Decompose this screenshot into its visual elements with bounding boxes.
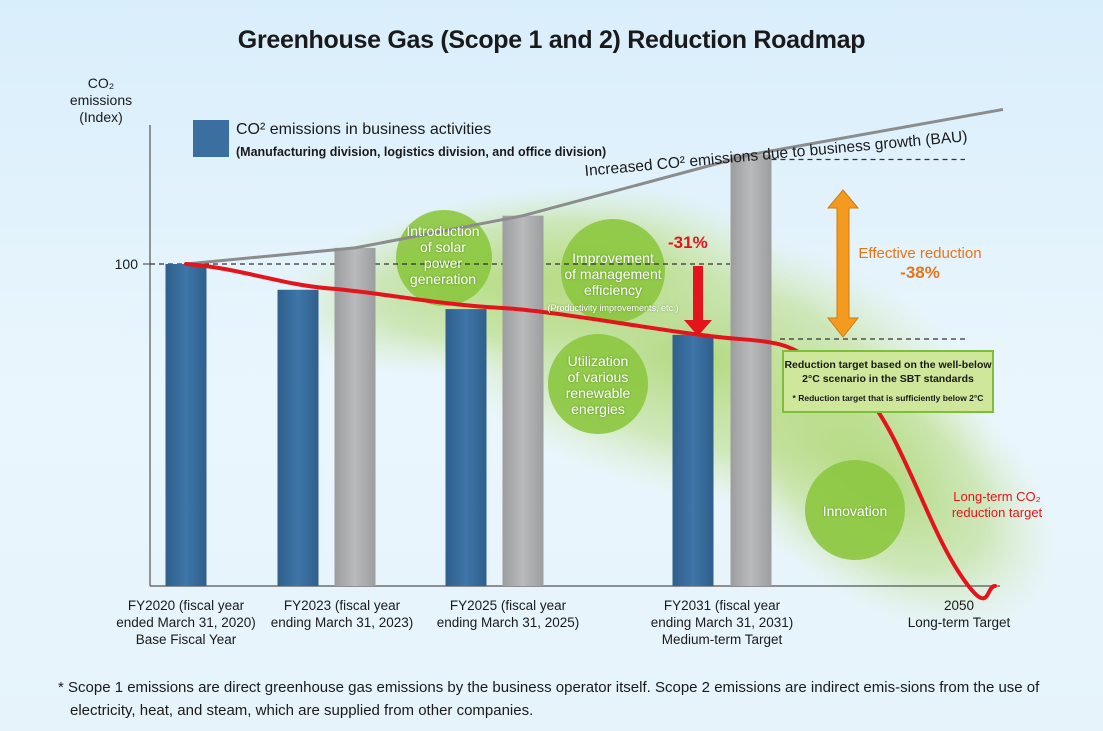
- legend-label: CO² emissions in business activities: [236, 121, 492, 138]
- x-label-fy2031-line-2: ending March 31, 2031): [650, 615, 794, 630]
- bau-line: [185, 107, 1004, 266]
- y-label-line-3: (Index): [79, 109, 123, 125]
- x-label-fy2020-line-1: FY2020 (fiscal year: [127, 598, 245, 613]
- actual-bar-fy2031: [672, 334, 714, 586]
- bau-bar-fy2023: [334, 247, 376, 586]
- effective-reduction-arrow: [826, 189, 860, 338]
- x-label-fy2025: FY2025 (fiscal year ending March 31, 202…: [428, 597, 588, 631]
- x-label-fy2023-line-2: ending March 31, 2023): [270, 615, 414, 630]
- y-label-line-1: CO₂: [87, 75, 115, 91]
- efficiency-circle-label: Improvement of management efficiency (Pr…: [528, 250, 698, 314]
- solar-line-2: of solar: [420, 239, 466, 255]
- chart-title: Greenhouse Gas (Scope 1 and 2) Reduction…: [237, 26, 866, 54]
- innovation-line-1: Innovation: [822, 503, 888, 519]
- x-label-fy2023-line-1: FY2023 (fiscal year: [283, 598, 401, 613]
- reduction-31-arrow: [684, 266, 712, 336]
- innovation-circle-label: Innovation: [808, 503, 902, 519]
- actual-bar-fy2025: [445, 309, 487, 586]
- target-line: [184, 262, 997, 601]
- effective-reduction-label: Effective reduction -38%: [850, 244, 990, 282]
- legend-swatch: [193, 120, 229, 157]
- x-label-2050-line-1: 2050: [943, 598, 975, 613]
- actual-bar-fy2020: [165, 264, 207, 586]
- renewable-line-1: Utilization: [567, 353, 629, 369]
- x-label-fy2031-line-1: FY2031 (fiscal year: [663, 598, 781, 613]
- efficiency-line-2: of management: [564, 266, 662, 282]
- x-label-fy2020-line-2: ended March 31, 2020): [116, 615, 256, 630]
- axes: 100: [115, 125, 1000, 587]
- efficiency-line-3: efficiency: [583, 282, 643, 298]
- long-term-line-2: reduction target: [951, 505, 1043, 520]
- legend-sub-label: (Manufacturing division, logistics divis…: [236, 145, 607, 159]
- reduction-31-label: -31%: [668, 233, 708, 252]
- effective-reduction-value: -38%: [900, 263, 940, 282]
- actual-bar-fy2023: [277, 289, 319, 586]
- sbt-line-2: 2°C scenario in the SBT standards: [802, 373, 974, 385]
- x-label-fy2031-line-3: Medium-term Target: [661, 632, 783, 647]
- solar-line-3: power: [423, 255, 463, 271]
- x-label-fy2020-line-3: Base Fiscal Year: [135, 632, 237, 647]
- effective-reduction-text: Effective reduction: [858, 245, 982, 262]
- arrows: [684, 189, 860, 338]
- solar-line-4: generation: [409, 271, 477, 287]
- renewable-circle-label: Utilization of various renewable energie…: [553, 353, 643, 417]
- bau-bar-fy2025: [502, 215, 544, 586]
- sbt-target-note: * Reduction target that is sufficiently …: [792, 393, 984, 403]
- bars: [165, 154, 772, 586]
- x-label-fy2023: FY2023 (fiscal year ending March 31, 202…: [262, 597, 422, 631]
- efficiency-circle: [561, 219, 665, 323]
- sbt-target-box: Reduction target based on the well-below…: [782, 350, 994, 413]
- x-label-2050: 2050 Long-term Target: [899, 597, 1019, 631]
- renewable-line-3: renewable: [565, 385, 631, 401]
- sbt-line-1: Reduction target based on the well-below: [784, 359, 992, 371]
- footnote: * Scope 1 emissions are direct greenhous…: [58, 679, 1040, 719]
- sbt-target-text: Reduction target based on the well-below…: [784, 358, 992, 386]
- y-label-line-2: emissions: [69, 92, 133, 108]
- innovation-circle: [805, 460, 905, 560]
- lines: [184, 107, 1004, 601]
- x-label-fy2020: FY2020 (fiscal year ended March 31, 2020…: [108, 597, 264, 648]
- x-label-fy2025-line-1: FY2025 (fiscal year: [449, 598, 567, 613]
- y-axis-label: CO₂ emissions (Index): [58, 75, 144, 126]
- long-term-target-label: Long-term CO₂ reduction target: [938, 489, 1056, 521]
- renewable-line-2: of various: [567, 369, 629, 385]
- x-label-2050-line-2: Long-term Target: [907, 615, 1011, 630]
- y-tick-label-100: 100: [115, 256, 139, 272]
- solar-circle-label: Introduction of solar power generation: [398, 223, 488, 287]
- x-label-fy2031: FY2031 (fiscal year ending March 31, 203…: [642, 597, 802, 648]
- efficiency-sub: (Productivity improvements, etc.): [547, 303, 679, 313]
- renewable-circle: [548, 334, 648, 434]
- bau-bar-fy2031: [730, 154, 772, 586]
- solar-line-1: Introduction: [406, 223, 480, 239]
- x-label-fy2025-line-2: ending March 31, 2025): [436, 615, 580, 630]
- efficiency-line-1: Improvement: [572, 250, 654, 266]
- renewable-line-4: energies: [571, 401, 625, 417]
- long-term-line-1: Long-term CO₂: [953, 489, 1041, 504]
